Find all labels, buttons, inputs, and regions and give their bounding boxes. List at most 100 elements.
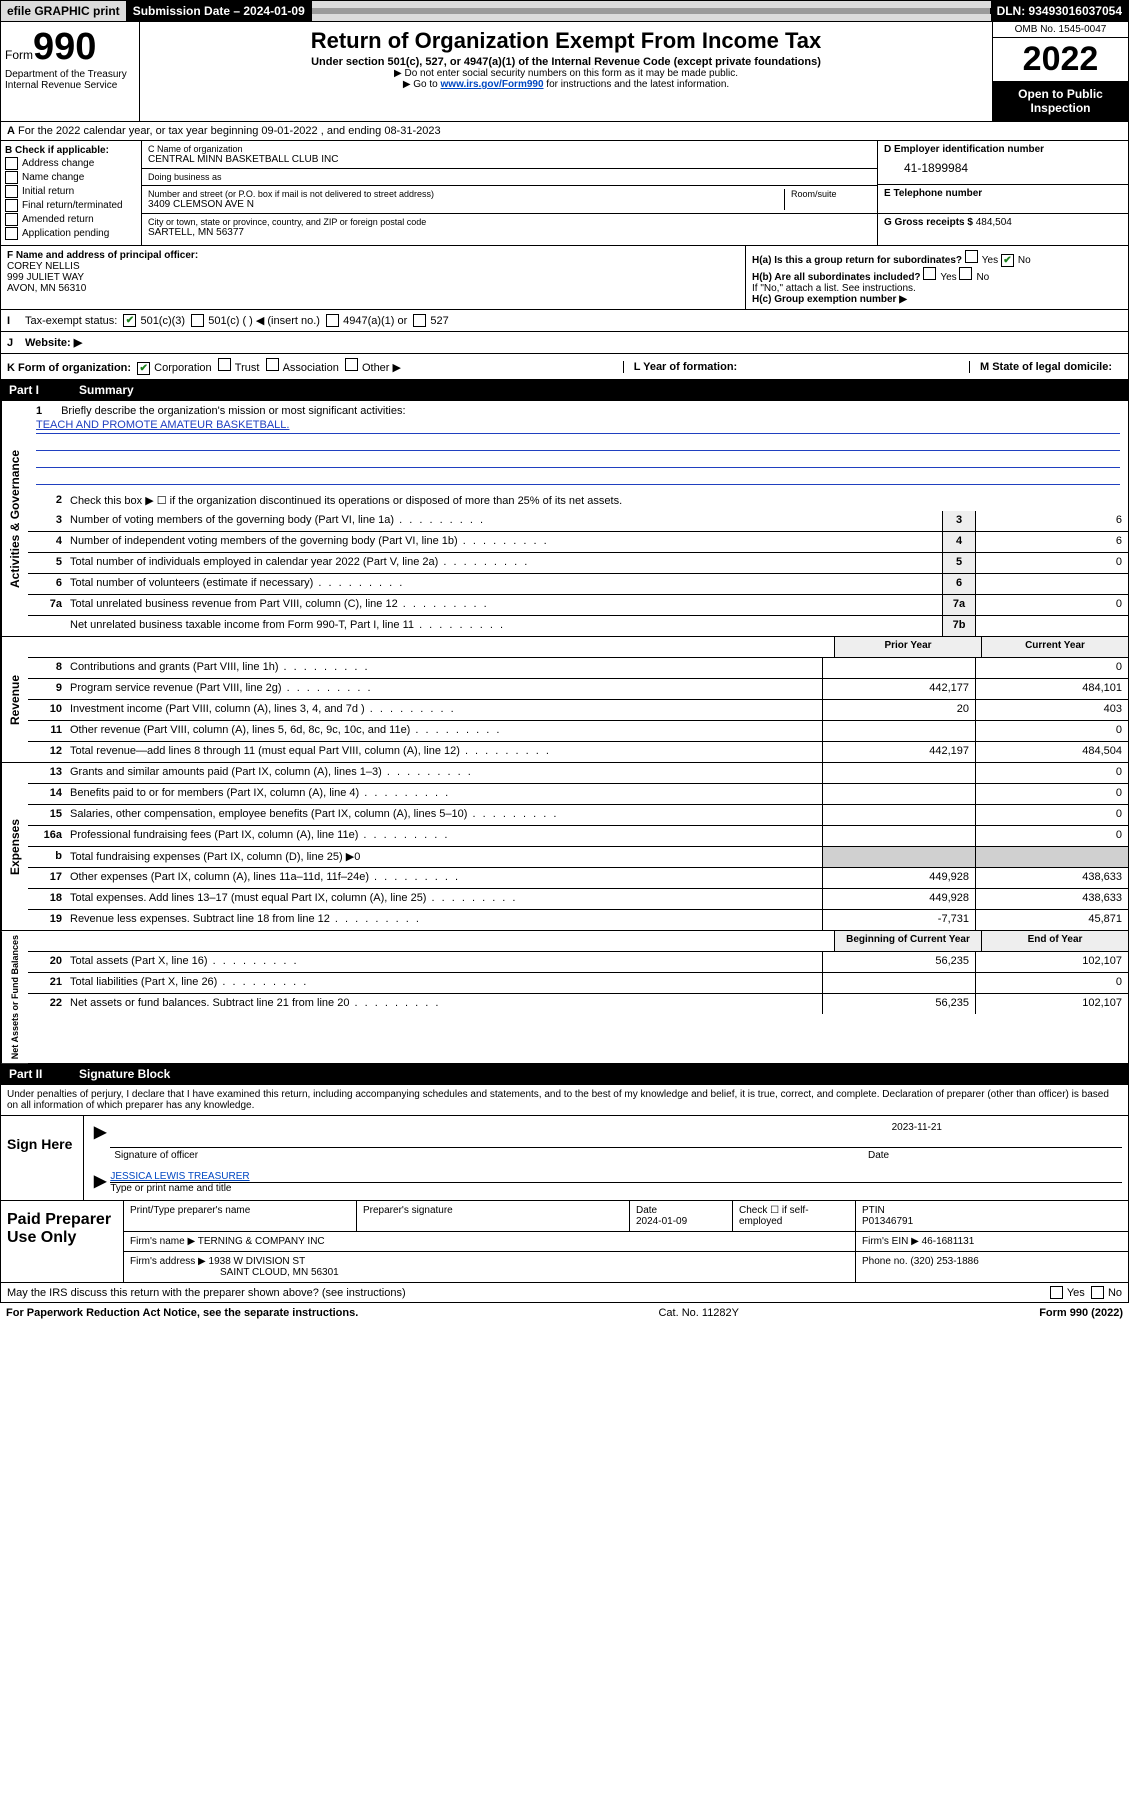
k-block: K Form of organization: ✔Corporation Tru… xyxy=(7,358,401,375)
omb-number: OMB No. 1545-0047 xyxy=(993,22,1128,38)
firm-name: Firm's name ▶ TERNING & COMPANY INC xyxy=(124,1232,856,1251)
i-4947[interactable] xyxy=(326,314,339,327)
net-line: 20 Total assets (Part X, line 16) 56,235… xyxy=(28,952,1128,973)
line2-desc: Check this box ▶ ☐ if the organization d… xyxy=(66,491,1128,511)
form-word: Form xyxy=(5,48,33,62)
k-other[interactable] xyxy=(345,358,358,371)
net-header: Beginning of Current Year End of Year xyxy=(28,931,1128,952)
f-name: COREY NELLIS xyxy=(7,261,739,272)
dln: DLN: 93493016037054 xyxy=(991,1,1128,21)
net-content: Beginning of Current Year End of Year 20… xyxy=(28,931,1128,1063)
exp-block: Expenses 13 Grants and similar amounts p… xyxy=(0,763,1129,931)
submission-date: Submission Date – 2024-01-09 xyxy=(127,1,312,21)
exp-line: 18 Total expenses. Add lines 13–17 (must… xyxy=(28,889,1128,910)
mission-text: TEACH AND PROMOTE AMATEUR BASKETBALL. xyxy=(36,419,1120,434)
net-vlabel: Net Assets or Fund Balances xyxy=(1,931,28,1063)
section-klm: K Form of organization: ✔Corporation Tru… xyxy=(0,354,1129,380)
g-label: G Gross receipts $ xyxy=(884,217,973,228)
footer-left: For Paperwork Reduction Act Notice, see … xyxy=(6,1307,358,1319)
b-final[interactable]: Final return/terminated xyxy=(5,199,137,212)
discuss-no[interactable] xyxy=(1091,1286,1104,1299)
rev-block: Revenue Prior Year Current Year 8 Contri… xyxy=(0,637,1129,763)
prep-name-label: Print/Type preparer's name xyxy=(124,1201,357,1231)
gov-line: Net unrelated business taxable income fr… xyxy=(28,616,1128,636)
c-city-label: City or town, state or province, country… xyxy=(148,217,871,227)
b-amended[interactable]: Amended return xyxy=(5,213,137,226)
efile-label[interactable]: efile GRAPHIC print xyxy=(1,1,127,21)
c-name-row: C Name of organization CENTRAL MINN BASK… xyxy=(142,141,877,169)
i-501c3[interactable]: ✔ xyxy=(123,314,136,327)
rev-line: 11 Other revenue (Part VIII, column (A),… xyxy=(28,721,1128,742)
sections-bcde: B Check if applicable: Address change Na… xyxy=(0,141,1129,246)
prep-date: Date2024-01-09 xyxy=(630,1201,733,1231)
firm-phone: Phone no. (320) 253-1886 xyxy=(856,1252,1128,1282)
footer-right: Form 990 (2022) xyxy=(1039,1307,1123,1319)
rev-header: Prior Year Current Year xyxy=(28,637,1128,658)
ha-yes[interactable] xyxy=(965,250,978,263)
discuss-yes[interactable] xyxy=(1050,1286,1063,1299)
c-name-label: C Name of organization xyxy=(148,144,871,154)
b-pending[interactable]: Application pending xyxy=(5,227,137,240)
section-de: D Employer identification number 41-1899… xyxy=(878,141,1128,245)
e-row: E Telephone number xyxy=(878,185,1128,214)
b-initial[interactable]: Initial return xyxy=(5,185,137,198)
instructions-link[interactable]: www.irs.gov/Form990 xyxy=(441,79,544,90)
net-line: 22 Net assets or fund balances. Subtract… xyxy=(28,994,1128,1014)
sig-date-label: Date xyxy=(864,1148,1122,1163)
ha-row: H(a) Is this a group return for subordin… xyxy=(752,250,1122,267)
k-label: K Form of organization: xyxy=(7,362,131,374)
org-addr: 3409 CLEMSON AVE N xyxy=(148,199,784,210)
arrow-icon: ▶ xyxy=(90,1122,110,1163)
k-corp[interactable]: ✔ xyxy=(137,362,150,375)
sig-officer-label: Signature of officer xyxy=(110,1148,864,1163)
gov-vlabel: Activities & Governance xyxy=(1,401,28,636)
subtitle-1: Under section 501(c), 527, or 4947(a)(1)… xyxy=(144,56,988,68)
arrow-icon: ▶ xyxy=(90,1171,110,1194)
a-label: A xyxy=(7,125,15,137)
section-j: J Website: ▶ xyxy=(0,332,1129,354)
g-value: 484,504 xyxy=(976,217,1012,228)
ha-no[interactable]: ✔ xyxy=(1001,254,1014,267)
prep-check[interactable]: Check ☐ if self-employed xyxy=(733,1201,856,1231)
b-name-change[interactable]: Name change xyxy=(5,171,137,184)
part-i-label: Part I xyxy=(9,383,79,397)
hb-no[interactable] xyxy=(959,267,972,280)
hb-yes[interactable] xyxy=(923,267,936,280)
exp-content: 13 Grants and similar amounts paid (Part… xyxy=(28,763,1128,930)
sign-block: Sign Here ▶ 2023-11-21 Signature of offi… xyxy=(0,1116,1129,1201)
d-row: D Employer identification number 41-1899… xyxy=(878,141,1128,185)
mission-blank2 xyxy=(36,453,1120,468)
k-assoc[interactable] xyxy=(266,358,279,371)
gov-line: 6 Total number of volunteers (estimate i… xyxy=(28,574,1128,595)
col-prior: Prior Year xyxy=(834,637,981,657)
sign-content: ▶ 2023-11-21 Signature of officer Date ▶… xyxy=(84,1116,1128,1200)
col-begin: Beginning of Current Year xyxy=(834,931,981,951)
exp-line: 14 Benefits paid to or for members (Part… xyxy=(28,784,1128,805)
d-label: D Employer identification number xyxy=(884,144,1122,155)
rev-line: 10 Investment income (Part VIII, column … xyxy=(28,700,1128,721)
hc-row: H(c) Group exemption number ▶ xyxy=(752,294,1122,305)
rev-line: 9 Program service revenue (Part VIII, li… xyxy=(28,679,1128,700)
m-block: M State of legal domicile: xyxy=(969,361,1122,373)
exp-line: 13 Grants and similar amounts paid (Part… xyxy=(28,763,1128,784)
sign-here-label: Sign Here xyxy=(1,1116,84,1200)
a-text: For the 2022 calendar year, or tax year … xyxy=(18,125,441,137)
c-dba-label: Doing business as xyxy=(148,172,871,182)
paid-row-1: Print/Type preparer's name Preparer's si… xyxy=(124,1201,1128,1232)
rev-vlabel: Revenue xyxy=(1,637,28,762)
c-city-row: City or town, state or province, country… xyxy=(142,214,877,241)
i-527[interactable] xyxy=(413,314,426,327)
k-trust[interactable] xyxy=(218,358,231,371)
sign-date: 2023-11-21 xyxy=(110,1122,1122,1133)
i-501c[interactable] xyxy=(191,314,204,327)
l-block: L Year of formation: xyxy=(623,361,748,373)
part-i-title: Summary xyxy=(79,383,134,397)
sub3-pre: ▶ Go to xyxy=(403,79,441,90)
dept-label: Department of the Treasury Internal Reve… xyxy=(5,69,135,91)
subtitle-2: ▶ Do not enter social security numbers o… xyxy=(144,68,988,79)
b-addr-change[interactable]: Address change xyxy=(5,157,137,170)
penalties-text: Under penalties of perjury, I declare th… xyxy=(0,1085,1129,1116)
part-ii-header: Part II Signature Block xyxy=(0,1064,1129,1085)
form-title: Return of Organization Exempt From Incom… xyxy=(144,28,988,54)
header-right: OMB No. 1545-0047 2022 Open to Public In… xyxy=(992,22,1128,121)
